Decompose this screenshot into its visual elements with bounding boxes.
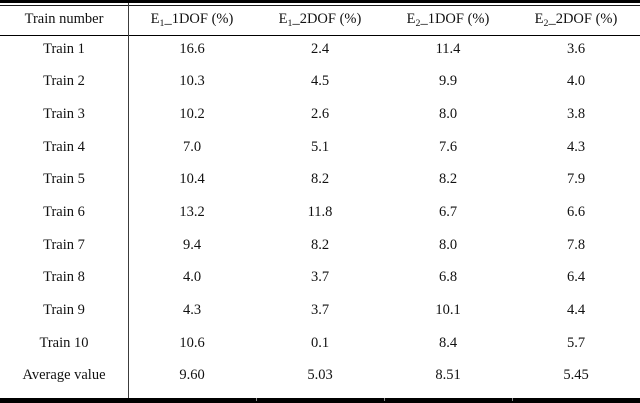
data-cell: 5.03 xyxy=(307,367,333,384)
data-cell: 4.4 xyxy=(566,302,586,319)
data-cell: 10.2 xyxy=(179,105,205,122)
data-cell: 4.3 xyxy=(182,302,202,319)
row-label: Train 8 xyxy=(43,269,85,286)
bottom-rule-gap xyxy=(384,398,385,401)
data-cell: 11.4 xyxy=(435,40,461,57)
table-row-train-3: Train 3 10.2 2.6 8.0 3.8 xyxy=(0,101,640,134)
data-cell: 2.4 xyxy=(310,40,330,57)
table-content: Train number E1_1DOF (%) E1_2DOF (%) E2_… xyxy=(0,6,640,396)
data-cell: 8.2 xyxy=(438,171,458,188)
table-row-train-2: Train 2 10.3 4.5 9.9 4.0 xyxy=(0,68,640,101)
data-cell: 10.6 xyxy=(179,334,205,351)
data-cell: 16.6 xyxy=(179,40,205,57)
data-cell: 8.4 xyxy=(438,334,458,351)
data-cell: 4.3 xyxy=(566,138,586,155)
row-label: Train 10 xyxy=(39,334,89,351)
data-cell: 5.1 xyxy=(310,138,330,155)
bottom-rule-gap xyxy=(512,398,513,401)
data-cell: 0.1 xyxy=(310,334,330,351)
bottom-rule xyxy=(0,398,640,403)
data-cell: 8.2 xyxy=(310,171,330,188)
data-cell: 8.0 xyxy=(438,236,458,253)
top-rule-thin xyxy=(0,4,640,6)
table-row-average: Average value 9.60 5.03 8.51 5.45 xyxy=(0,362,640,395)
data-cell: 3.7 xyxy=(310,269,330,286)
top-rule-thick xyxy=(0,0,640,3)
data-cell: 8.0 xyxy=(438,105,458,122)
header-cell-e2-2dof: E2_2DOF (%) xyxy=(512,6,640,35)
data-cell: 2.6 xyxy=(310,105,330,122)
row-label: Train 4 xyxy=(43,138,85,155)
data-cell: 9.60 xyxy=(179,367,205,384)
row-label: Train 3 xyxy=(43,105,85,122)
data-cell: 11.8 xyxy=(307,204,333,221)
bottom-rule-gap xyxy=(256,398,257,401)
data-cell: 8.2 xyxy=(310,236,330,253)
row-label: Train 7 xyxy=(43,236,85,253)
data-cell: 9.4 xyxy=(182,236,202,253)
header-label: E2_1DOF (%) xyxy=(406,10,490,29)
data-cell: 9.9 xyxy=(438,73,458,90)
table-row-train-10: Train 10 10.6 0.1 8.4 5.7 xyxy=(0,330,640,363)
data-cell: 4.0 xyxy=(566,73,586,90)
header-label: Train number xyxy=(24,10,104,27)
header-label: E2_2DOF (%) xyxy=(534,10,618,29)
subscript: 2 xyxy=(543,17,549,29)
table-row-train-4: Train 4 7.0 5.1 7.6 4.3 xyxy=(0,134,640,167)
table-body: Train 1 16.6 2.4 11.4 3.6 Train 2 10.3 4… xyxy=(0,36,640,396)
data-cell: 6.4 xyxy=(566,269,586,286)
row-label: Train 1 xyxy=(43,40,85,57)
header-cell-e1-2dof: E1_2DOF (%) xyxy=(256,6,384,35)
header-label: E1_1DOF (%) xyxy=(150,10,234,29)
data-cell: 5.7 xyxy=(566,334,586,351)
data-cell: 3.6 xyxy=(566,40,586,57)
data-cell: 7.8 xyxy=(566,236,586,253)
subscript: 2 xyxy=(415,17,421,29)
table-row-train-1: Train 1 16.6 2.4 11.4 3.6 xyxy=(0,36,640,69)
data-cell: 6.8 xyxy=(438,269,458,286)
row-label: Train 9 xyxy=(43,302,85,319)
data-cell: 10.3 xyxy=(179,73,205,90)
data-cell: 6.7 xyxy=(438,204,458,221)
data-cell: 3.7 xyxy=(310,302,330,319)
data-cell: 10.4 xyxy=(179,171,205,188)
row-label: Train 2 xyxy=(43,73,85,90)
data-cell: 4.5 xyxy=(310,73,330,90)
header-cell-e2-1dof: E2_1DOF (%) xyxy=(384,6,512,35)
data-cell: 7.9 xyxy=(566,171,586,188)
data-cell: 7.6 xyxy=(438,138,458,155)
row-label: Train 5 xyxy=(43,171,85,188)
data-cell: 13.2 xyxy=(179,204,205,221)
data-cell: 5.45 xyxy=(563,367,589,384)
header-label: E1_2DOF (%) xyxy=(278,10,362,29)
table-row-train-7: Train 7 9.4 8.2 8.0 7.8 xyxy=(0,232,640,265)
subscript: 1 xyxy=(287,17,293,29)
table-row-train-8: Train 8 4.0 3.7 6.8 6.4 xyxy=(0,264,640,297)
header-cell-e1-1dof: E1_1DOF (%) xyxy=(128,6,256,35)
data-cell: 7.0 xyxy=(182,138,202,155)
data-cell: 8.51 xyxy=(435,367,461,384)
table-row-train-5: Train 5 10.4 8.2 8.2 7.9 xyxy=(0,166,640,199)
column-divider xyxy=(127,3,129,403)
subscript: 1 xyxy=(159,17,165,29)
row-label: Average value xyxy=(22,367,106,384)
table-row-train-6: Train 6 13.2 11.8 6.7 6.6 xyxy=(0,199,640,232)
data-cell: 3.8 xyxy=(566,105,586,122)
data-cell: 4.0 xyxy=(182,269,202,286)
header-cell-train-number: Train number xyxy=(0,6,128,35)
data-cell: 6.6 xyxy=(566,204,586,221)
data-cell: 10.1 xyxy=(435,302,461,319)
table-row-train-9: Train 9 4.3 3.7 10.1 4.4 xyxy=(0,297,640,330)
table-header-row: Train number E1_1DOF (%) E1_2DOF (%) E2_… xyxy=(0,6,640,36)
row-label: Train 6 xyxy=(43,204,85,221)
